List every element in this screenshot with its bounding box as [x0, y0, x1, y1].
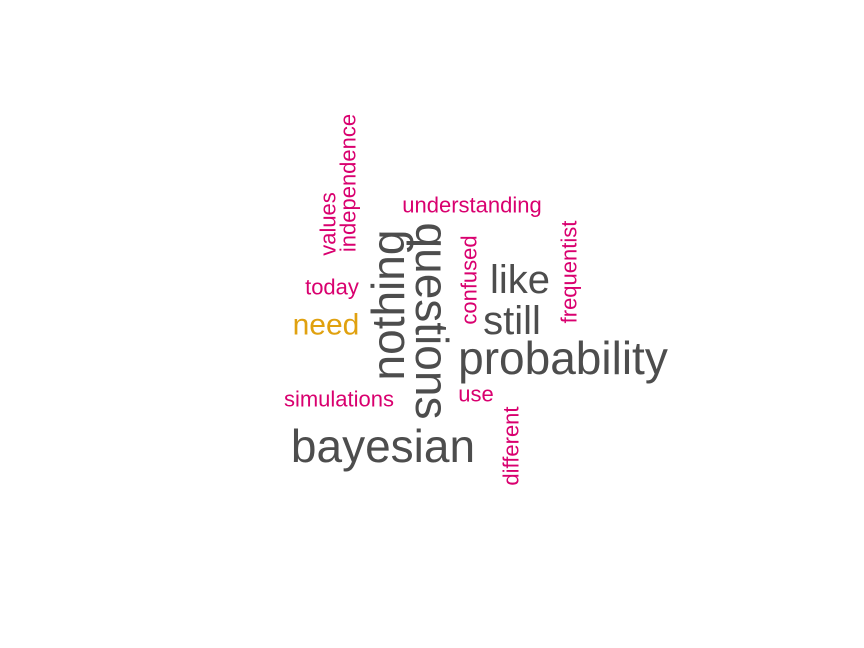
word-today: today	[305, 275, 359, 300]
word-like: like	[490, 258, 550, 302]
word-frequentist: frequentist	[557, 221, 582, 324]
word-still: still	[483, 299, 541, 343]
word-simulations: simulations	[284, 387, 394, 412]
word-values: values	[316, 192, 341, 256]
word-use: use	[458, 382, 493, 407]
word-questions: questions	[406, 223, 458, 420]
word-need: need	[293, 309, 360, 342]
word-understanding: understanding	[402, 193, 541, 218]
word-probability: probability	[458, 332, 668, 384]
word-independence: independence	[336, 114, 361, 252]
word-confused: confused	[457, 235, 482, 324]
word-bayesian: bayesian	[291, 420, 475, 472]
word-nothing: nothing	[362, 230, 414, 381]
word-different: different	[499, 406, 524, 485]
